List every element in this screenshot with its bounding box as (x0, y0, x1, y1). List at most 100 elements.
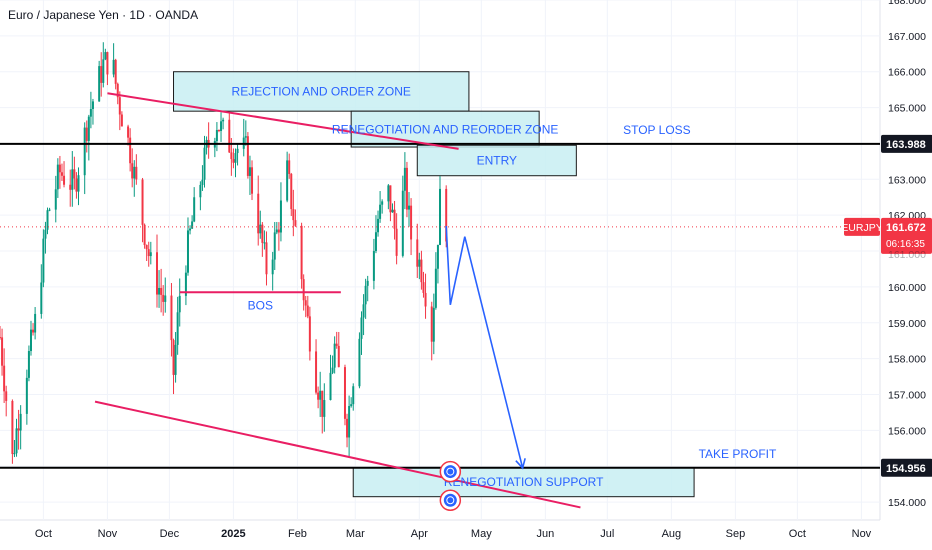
candle-body (333, 343, 336, 368)
candle-body (3, 365, 6, 392)
candle-body (275, 229, 278, 233)
candle-body (48, 209, 51, 211)
candle-body (127, 126, 130, 138)
candle-body (25, 377, 28, 414)
bos-line-label: BOS (248, 298, 273, 312)
candle-body (248, 167, 251, 176)
x-tick-label: 2025 (221, 528, 245, 540)
candle-body (162, 294, 165, 302)
candle-body (186, 230, 189, 273)
candle-body (302, 279, 305, 301)
candle-body (230, 152, 233, 160)
renegotiation-support-zone-label: RENEGOTIATION SUPPORT (444, 475, 604, 489)
take-profit-badge-text: 154.956 (886, 463, 926, 475)
candle-body (358, 338, 361, 387)
candle-body (44, 229, 47, 239)
candle-body (418, 259, 421, 267)
candles (0, 42, 448, 464)
y-tick-label: 166.000 (888, 67, 926, 79)
candle-body (304, 300, 307, 306)
candle-body (116, 83, 119, 98)
candle-body (217, 129, 220, 131)
x-tick-label: Apr (411, 528, 428, 540)
candle-body (430, 306, 433, 342)
candle-body (424, 292, 427, 307)
candle-body (393, 209, 396, 229)
candle-body (42, 238, 45, 283)
candle-body (17, 428, 20, 431)
candle-body (83, 127, 86, 176)
candle-body (300, 225, 303, 280)
x-tick-label: Aug (662, 528, 682, 540)
candle-body (405, 167, 408, 210)
candle-body (149, 252, 152, 257)
candle-body (56, 164, 59, 190)
event-marker-dot (443, 465, 457, 479)
candle-body (360, 317, 363, 339)
price-axis-panel (880, 0, 932, 550)
candle-body (46, 210, 49, 230)
candle-body (164, 295, 167, 302)
candle-body (143, 224, 146, 246)
candle-body (155, 252, 158, 295)
candle-body (71, 169, 74, 190)
y-tick-label: 159.000 (888, 318, 926, 330)
candle-body (174, 344, 177, 375)
candle-body (422, 282, 425, 293)
candle-body (259, 224, 262, 234)
candle-body (106, 52, 109, 75)
hidden-tick-label: 161.000 (888, 249, 926, 261)
candle-body (69, 184, 72, 190)
candle-body (220, 121, 223, 131)
candle-body (319, 390, 322, 400)
projection-arrowhead (515, 458, 526, 470)
take-profit-label: TAKE PROFIT (699, 447, 777, 461)
candle-body (337, 345, 340, 368)
y-tick-label: 168.000 (888, 0, 926, 7)
candle-body (377, 218, 380, 233)
candle-body (158, 287, 161, 295)
candle-body (352, 386, 355, 405)
candle-body (416, 239, 419, 267)
y-tick-label: 158.000 (888, 354, 926, 366)
symbol-title: Euro / Japanese Yen · 1D · OANDA (8, 8, 199, 22)
candle-body (135, 166, 138, 180)
candle-body (189, 228, 192, 231)
candle-body (234, 153, 237, 163)
candle-body (408, 205, 411, 210)
candle-body (348, 405, 351, 438)
stop-loss-badge (881, 134, 932, 153)
candle-body (432, 307, 435, 342)
candle-body (172, 340, 175, 375)
candle-body (160, 287, 163, 295)
candle-body (372, 251, 375, 281)
candle-body (364, 285, 367, 305)
candle-body (329, 372, 332, 401)
candle-body (170, 295, 173, 341)
candle-body (77, 175, 80, 192)
candle-body (445, 188, 448, 242)
candle-body (40, 282, 43, 314)
candle-body (315, 351, 318, 393)
candle-body (343, 367, 346, 419)
candle-body (362, 304, 365, 318)
upper-trendline (107, 92, 459, 150)
symbol-tag (844, 217, 880, 236)
renegotiation-reorder-zone (350, 110, 540, 148)
current-price-badge (881, 217, 932, 254)
candle-body (104, 52, 107, 60)
candle-body (387, 185, 390, 202)
candle-body (19, 413, 22, 431)
candle-body (436, 244, 439, 269)
candle-body (63, 175, 66, 185)
y-tick-label: 163.000 (888, 174, 926, 186)
candle-body (54, 189, 57, 210)
candle-body (350, 404, 353, 406)
candle-body (112, 59, 115, 75)
candle-body (58, 164, 61, 173)
x-tick-label: Jun (536, 528, 554, 540)
projection-path (445, 225, 524, 469)
candle-body (178, 295, 181, 313)
